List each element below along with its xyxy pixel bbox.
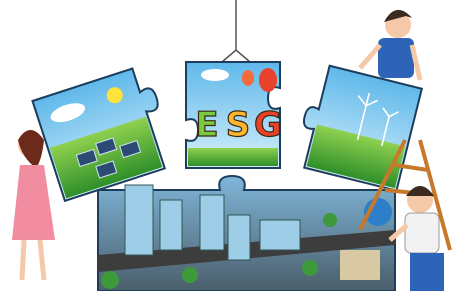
hook	[222, 50, 250, 62]
esg-letter: E	[195, 105, 218, 145]
esg-puzzle-illustration: E S G	[0, 0, 455, 291]
solar-piece	[32, 64, 178, 201]
esg-piece: E S G	[186, 62, 282, 168]
wind-piece	[293, 63, 422, 191]
esg-letter: S	[226, 105, 251, 145]
esg-letter: G	[254, 105, 282, 145]
man-top	[360, 10, 420, 80]
city-piece	[98, 176, 395, 291]
